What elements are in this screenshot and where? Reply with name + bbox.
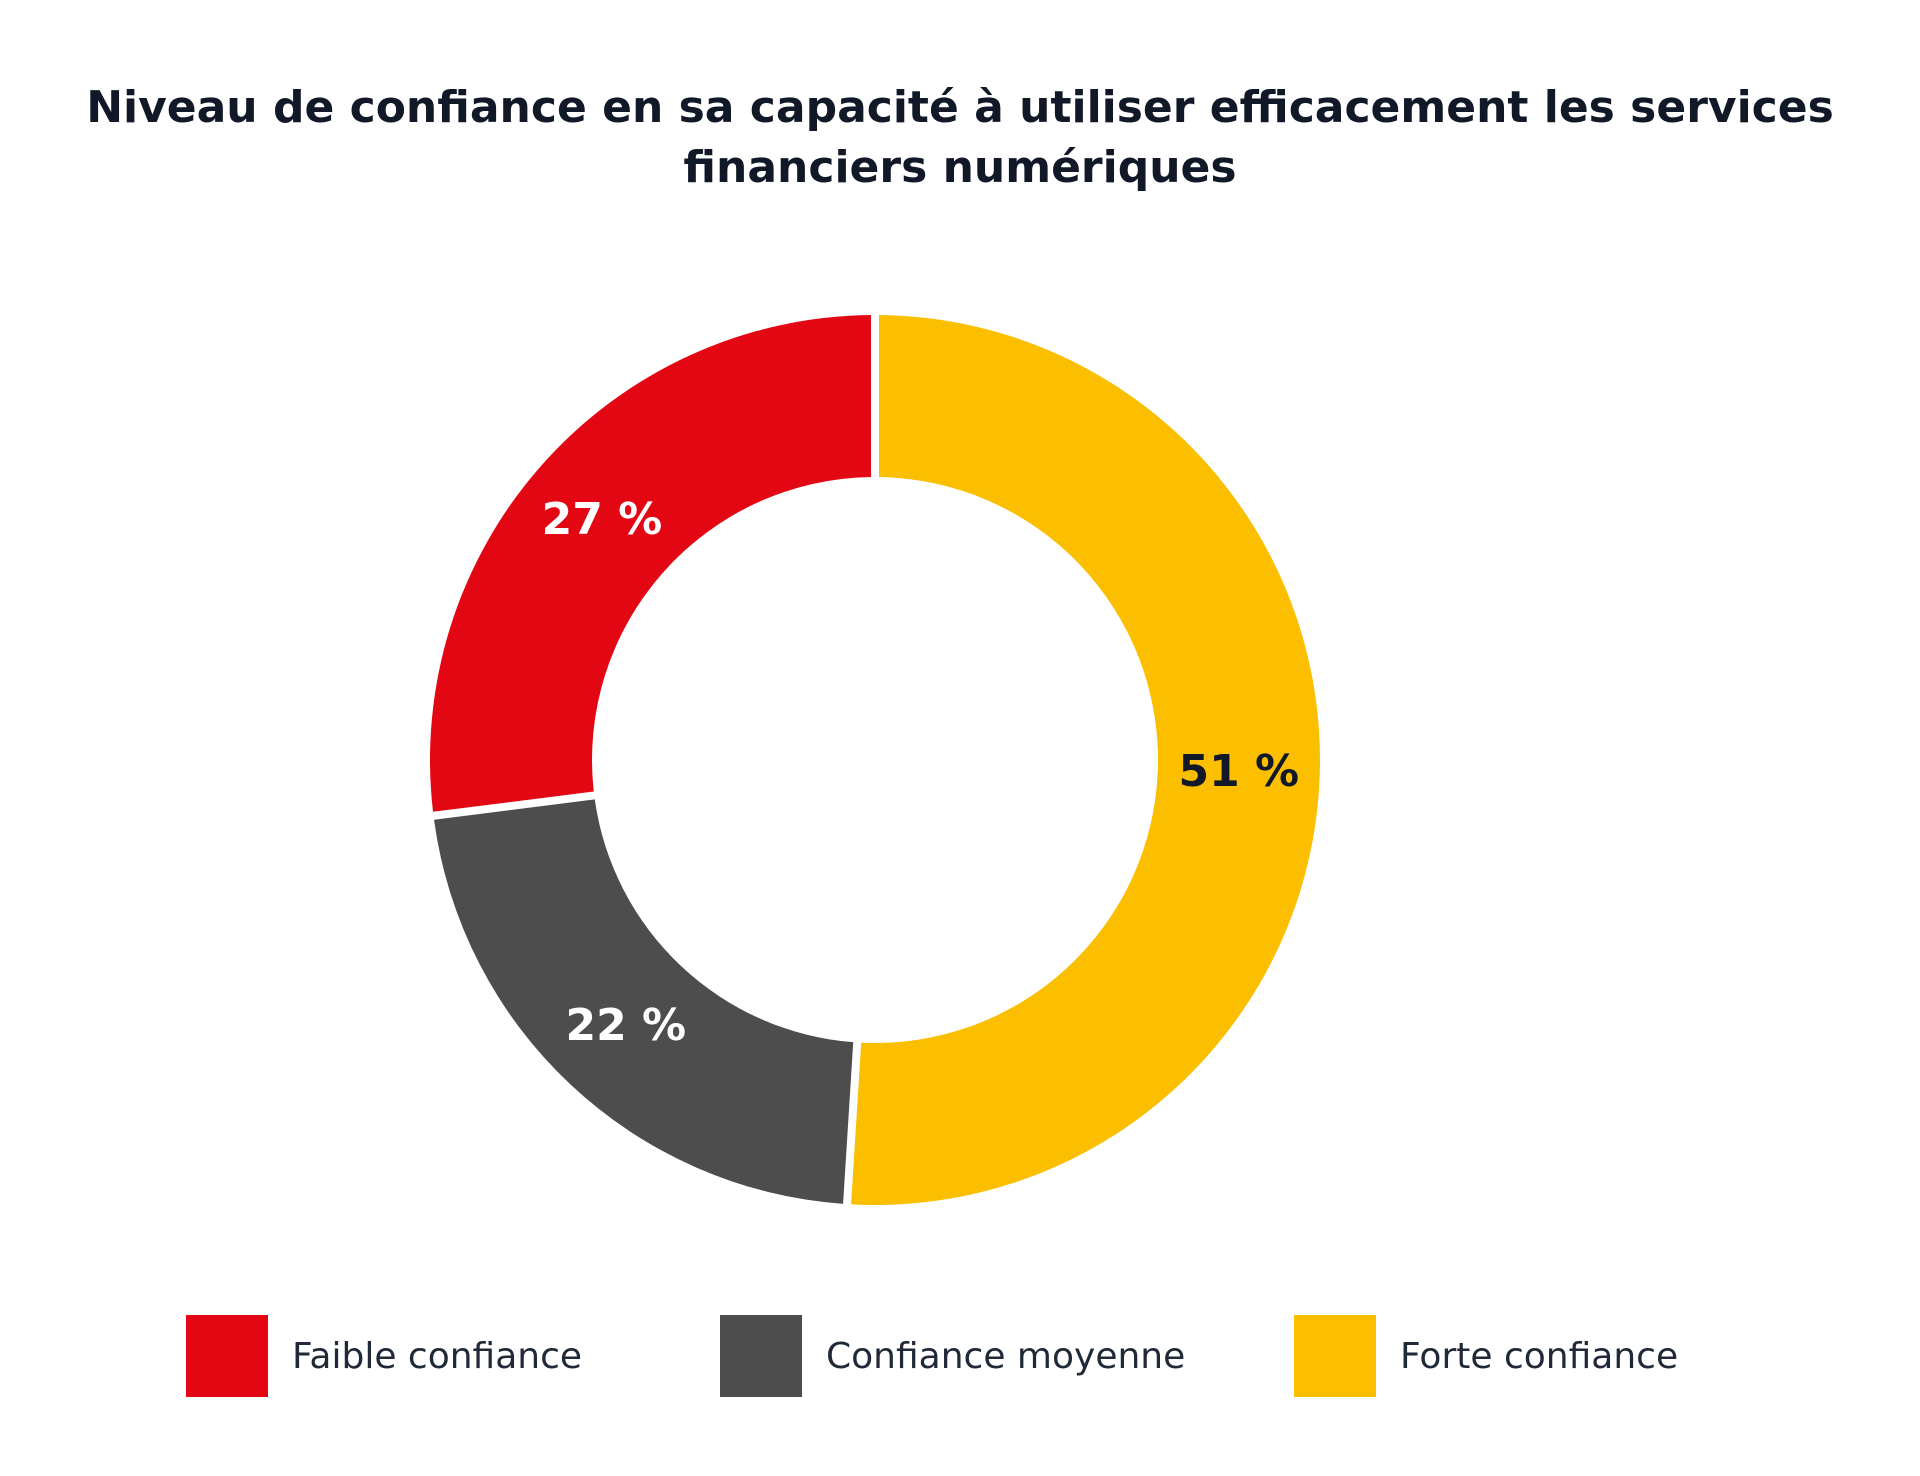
donut-slice-moyenne bbox=[434, 799, 854, 1204]
donut-slices bbox=[430, 315, 1321, 1206]
donut-slice-forte bbox=[851, 315, 1321, 1206]
chart-title-line-1: Niveau de confiance en sa capacité à uti… bbox=[86, 82, 1834, 133]
data-label-moyenne: 22 % bbox=[566, 1000, 687, 1051]
chart-title: Niveau de confiance en sa capacité à uti… bbox=[60, 78, 1860, 198]
legend-swatch-faible bbox=[186, 1315, 268, 1397]
donut-slice-faible bbox=[430, 315, 872, 812]
legend: Faible confiance Confiance moyenne Forte… bbox=[0, 1314, 1920, 1398]
legend-swatch-moyenne bbox=[720, 1315, 802, 1397]
data-label-faible: 27 % bbox=[542, 494, 663, 545]
legend-item-forte: Forte confiance bbox=[1294, 1314, 1678, 1398]
chart-title-line-2: financiers numériques bbox=[683, 142, 1237, 193]
legend-item-faible: Faible confiance bbox=[186, 1314, 582, 1398]
data-label-forte: 51 % bbox=[1179, 746, 1300, 797]
legend-label-moyenne: Confiance moyenne bbox=[826, 1335, 1186, 1377]
donut-labels: 51 % 22 % 27 % bbox=[542, 494, 1300, 1051]
legend-swatch-forte bbox=[1294, 1315, 1376, 1397]
legend-label-forte: Forte confiance bbox=[1400, 1335, 1679, 1377]
legend-label-faible: Faible confiance bbox=[292, 1335, 583, 1377]
legend-item-moyenne: Confiance moyenne bbox=[720, 1314, 1185, 1398]
